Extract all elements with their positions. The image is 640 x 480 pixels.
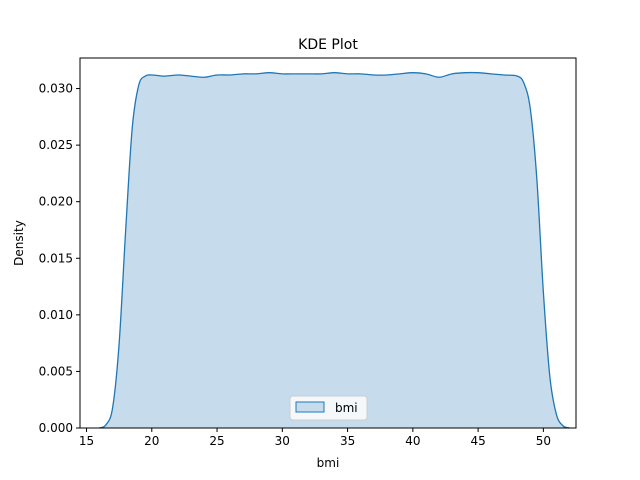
x-tick-label: 35 <box>340 434 355 448</box>
x-tick-label: 20 <box>144 434 159 448</box>
y-axis-label: Density <box>12 220 26 266</box>
x-tick-label: 45 <box>470 434 485 448</box>
legend: bmi <box>289 395 368 421</box>
x-tick-label: 15 <box>79 434 94 448</box>
y-tick-label: 0.025 <box>39 138 73 152</box>
y-tick-label: 0.005 <box>39 364 73 378</box>
x-tick-label: 50 <box>536 434 551 448</box>
chart-title: KDE Plot <box>298 37 358 53</box>
y-axis: 0.000 0.005 0.010 0.015 0.020 0.025 0.030 <box>39 82 80 435</box>
kde-area-fill <box>99 72 570 428</box>
x-tick-label: 30 <box>275 434 290 448</box>
y-tick-label: 0.015 <box>39 251 73 265</box>
x-tick-label: 40 <box>405 434 420 448</box>
y-tick-label: 0.010 <box>39 308 73 322</box>
x-tick-label: 25 <box>209 434 224 448</box>
y-tick-label: 0.000 <box>39 421 73 435</box>
y-tick-label: 0.030 <box>39 82 73 96</box>
plot-frame <box>79 57 577 429</box>
x-axis-label: bmi <box>317 456 340 470</box>
legend-label: bmi <box>335 401 358 415</box>
kde-line <box>99 71 570 429</box>
legend-swatch <box>295 401 325 413</box>
plot-area <box>99 71 570 429</box>
y-tick-label: 0.020 <box>39 195 73 209</box>
x-axis: 15 20 25 30 35 40 45 50 <box>79 428 551 448</box>
